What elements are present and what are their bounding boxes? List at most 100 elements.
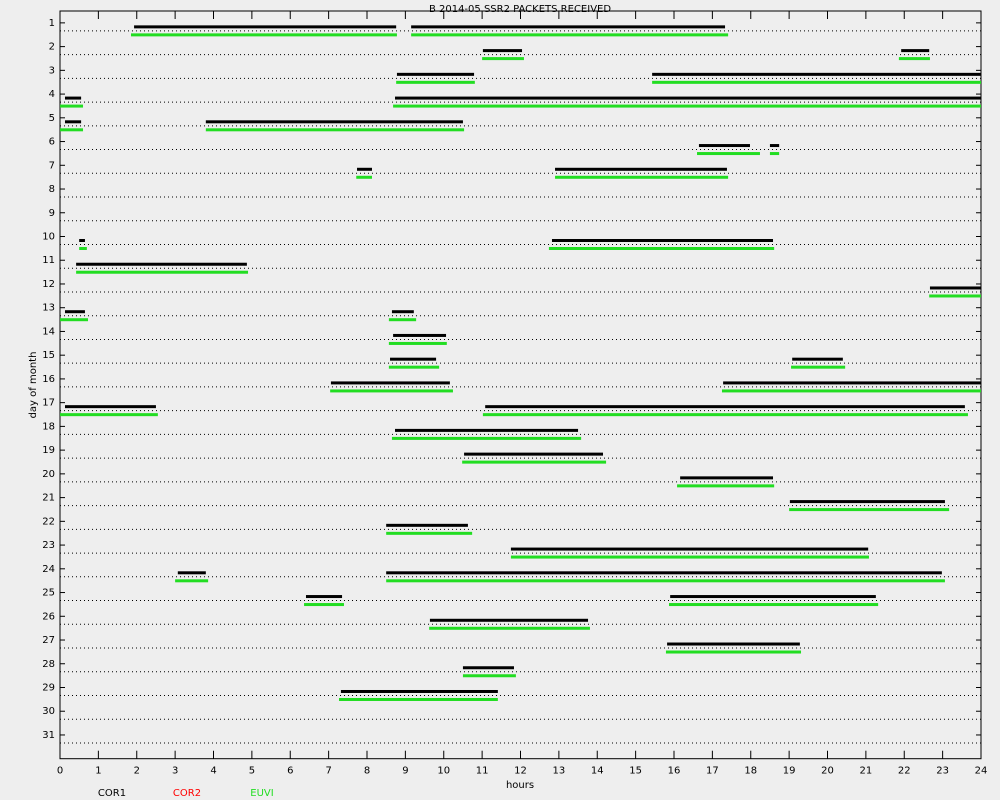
packet-bar <box>330 389 453 393</box>
legend-label: COR1 <box>98 788 126 799</box>
packet-bar <box>64 405 156 409</box>
y-tick-label: 15 <box>42 350 55 361</box>
packet-bar <box>652 72 981 76</box>
packet-bar <box>791 365 846 369</box>
packet-bar <box>305 595 343 599</box>
packet-bar <box>60 104 84 108</box>
y-tick-label: 13 <box>42 303 55 314</box>
packet-bar <box>769 152 780 156</box>
packet-bar <box>462 666 514 670</box>
y-tick-label: 18 <box>42 421 55 432</box>
packet-bar <box>482 57 524 61</box>
x-tick-label: 5 <box>249 766 255 777</box>
legend-label: EUVI <box>250 788 273 799</box>
packet-bar <box>388 365 440 369</box>
chart-title: B 2014-05 SSR2 PACKETS RECEIVED <box>429 4 611 15</box>
packet-bar <box>792 357 843 361</box>
x-tick-label: 22 <box>898 766 911 777</box>
packet-bar <box>551 238 774 242</box>
packet-bar <box>929 294 981 298</box>
packet-bar <box>205 120 463 124</box>
packet-bar <box>177 571 206 575</box>
packet-bar <box>340 689 498 693</box>
packet-bar <box>175 579 209 583</box>
packet-bar <box>393 104 982 108</box>
packet-bar <box>510 555 869 559</box>
y-tick-label: 6 <box>49 137 55 148</box>
x-tick-label: 3 <box>172 766 178 777</box>
y-tick-label: 8 <box>49 184 55 195</box>
y-tick-label: 4 <box>49 89 55 100</box>
packet-bar <box>548 246 775 250</box>
packet-bar <box>390 357 437 361</box>
x-tick-label: 24 <box>975 766 988 777</box>
packet-bar <box>901 49 930 53</box>
y-tick-label: 11 <box>42 255 55 266</box>
packet-bar <box>130 33 397 37</box>
y-tick-label: 7 <box>49 160 55 171</box>
x-tick-label: 4 <box>210 766 216 777</box>
packet-bar <box>429 626 590 630</box>
y-tick-label: 31 <box>42 730 55 741</box>
packet-bar <box>395 428 579 432</box>
y-tick-label: 28 <box>42 659 55 670</box>
y-tick-label: 23 <box>42 540 55 551</box>
packet-bar <box>76 270 249 274</box>
packet-bar <box>338 697 498 701</box>
packet-bar <box>79 238 85 242</box>
x-tick-label: 2 <box>134 766 140 777</box>
y-tick-label: 1 <box>49 18 55 29</box>
packet-bar <box>665 650 802 654</box>
packet-bar <box>670 595 876 599</box>
packet-bar <box>395 96 981 100</box>
packet-bar <box>205 128 465 132</box>
packet-bar <box>357 167 372 171</box>
x-tick-label: 6 <box>287 766 293 777</box>
y-tick-label: 24 <box>42 564 55 575</box>
x-tick-label: 16 <box>668 766 681 777</box>
packet-bar <box>769 144 780 148</box>
packet-bar <box>64 96 82 100</box>
y-tick-label: 21 <box>42 493 55 504</box>
x-tick-label: 12 <box>514 766 527 777</box>
y-tick-label: 5 <box>49 113 55 124</box>
packet-bar <box>396 72 475 76</box>
packet-bar <box>386 579 945 583</box>
plot-frame <box>59 10 982 760</box>
x-tick-label: 15 <box>629 766 642 777</box>
packet-bar <box>482 49 523 53</box>
y-tick-label: 2 <box>49 42 55 53</box>
y-tick-label: 16 <box>42 374 55 385</box>
x-tick-label: 13 <box>553 766 566 777</box>
packet-bar <box>680 476 774 480</box>
packet-bar <box>76 262 247 266</box>
packet-bar <box>929 286 981 290</box>
packet-bar <box>304 603 344 607</box>
packet-bar <box>391 310 414 314</box>
x-tick-label: 7 <box>325 766 331 777</box>
packet-bar <box>388 341 447 345</box>
packet-bar <box>555 175 729 179</box>
packet-bar <box>898 57 930 61</box>
x-tick-label: 0 <box>57 766 63 777</box>
y-tick-label: 27 <box>42 635 55 646</box>
y-axis-label: day of month <box>28 352 39 419</box>
packet-bar <box>555 167 727 171</box>
packet-bar <box>667 642 800 646</box>
x-tick-label: 8 <box>364 766 370 777</box>
packet-bar <box>698 144 750 148</box>
packet-bar <box>411 33 729 37</box>
x-tick-label: 19 <box>783 766 796 777</box>
y-tick-label: 17 <box>42 398 55 409</box>
packet-bar <box>697 152 760 156</box>
y-tick-label: 19 <box>42 445 55 456</box>
packet-bar <box>330 381 450 385</box>
x-tick-label: 18 <box>744 766 757 777</box>
packet-bar <box>386 571 942 575</box>
y-tick-label: 29 <box>42 682 55 693</box>
y-tick-label: 3 <box>49 65 55 76</box>
packet-bar <box>411 25 726 29</box>
legend-label: COR2 <box>173 788 201 799</box>
packet-bar <box>386 523 468 527</box>
